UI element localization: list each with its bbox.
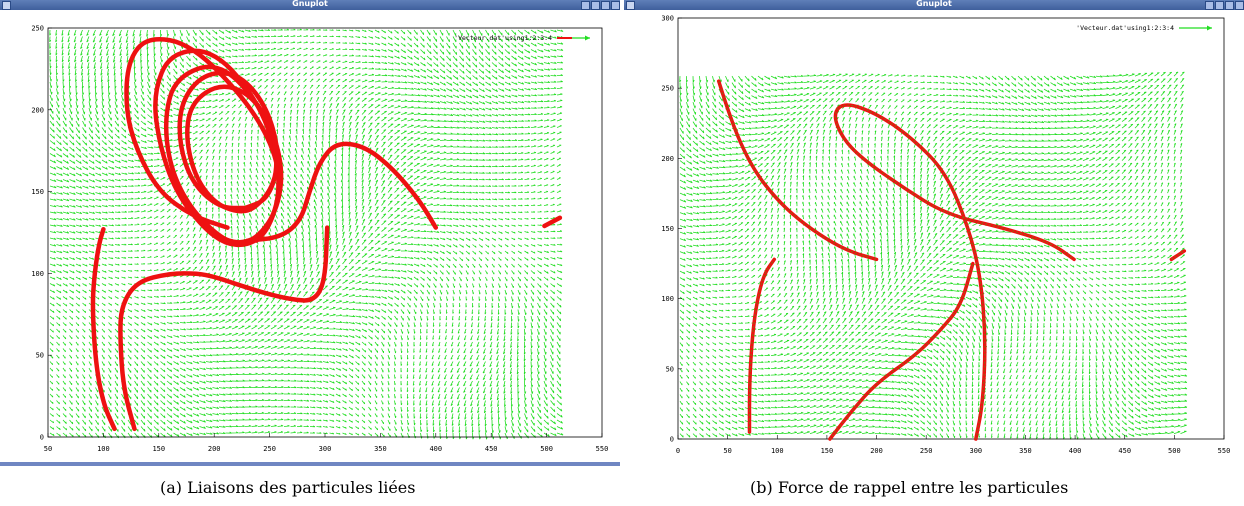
y-tick-label: 100 <box>661 295 674 303</box>
y-tick-label: 0 <box>670 436 674 444</box>
x-tick-label: 200 <box>870 447 883 455</box>
trajectory-core <box>718 80 877 260</box>
trajectory-curve <box>747 257 777 434</box>
shade-icon[interactable] <box>601 1 610 10</box>
gnuplot-window-b: Gnuplot 0 50 100 150 200 250 300 350 400 450 500 55… <box>624 0 1244 466</box>
trajectory-curve <box>542 215 563 229</box>
x-tick-label: 450 <box>485 445 498 453</box>
y-tick-label: 0 <box>40 434 44 442</box>
caption-a: (a) Liaisons des particules liées <box>160 478 416 497</box>
x-tick-label: 100 <box>771 447 784 455</box>
caption-b: (b) Force de rappel entre les particules <box>750 478 1069 497</box>
plot-a: 50 100 150 200 250 300 350 400 450 500 55005010015… <box>31 25 609 454</box>
x-tick-label: 400 <box>429 445 442 453</box>
y-tick-label: 250 <box>661 85 674 93</box>
legend-label: 'Vecteur.dat'using1:2:3:4 <box>454 34 552 42</box>
y-tick-label: 50 <box>36 352 44 360</box>
maximize-icon[interactable] <box>1215 1 1224 10</box>
y-tick-label: 100 <box>31 270 44 278</box>
y-tick-label: 200 <box>31 106 44 114</box>
trajectory-curve <box>90 226 117 432</box>
gnuplot-window-a: Gnuplot 50 100 150 200 250 300 350 400 450 500 550… <box>0 0 620 466</box>
plot-b: 0 50 100 150 200 250 300 350 400 450 500 550 0 50 100 1… <box>661 15 1231 456</box>
x-tick-label: 350 <box>374 445 387 453</box>
x-tick-label: 550 <box>596 445 609 453</box>
legend-arrowhead <box>585 35 590 41</box>
minimize-icon[interactable] <box>1205 1 1214 10</box>
x-tick-label: 50 <box>723 447 731 455</box>
x-tick-label: 350 <box>1019 447 1032 455</box>
trajectory-core <box>834 104 1075 440</box>
vector-arrows <box>679 71 1188 440</box>
x-tick-label: 450 <box>1118 447 1131 455</box>
x-tick-label: 100 <box>97 445 110 453</box>
x-tick-label: 200 <box>208 445 221 453</box>
window-bottom-border <box>0 462 620 466</box>
x-tick-label: 500 <box>1168 447 1181 455</box>
x-tick-label: 550 <box>1218 447 1231 455</box>
window-titlebar: Gnuplot <box>624 0 1244 10</box>
y-tick-label: 300 <box>661 15 674 23</box>
x-tick-label: 400 <box>1069 447 1082 455</box>
y-tick-label: 200 <box>661 155 674 163</box>
x-tick-label: 150 <box>821 447 834 455</box>
y-tick-label: 250 <box>31 25 44 33</box>
trajectory-curve <box>177 70 280 214</box>
shade-icon[interactable] <box>1225 1 1234 10</box>
legend: 'Vecteur.dat'using1:2:3:4 <box>1076 24 1212 32</box>
minimize-icon[interactable] <box>581 1 590 10</box>
legend-arrowhead <box>1207 25 1212 31</box>
trajectory-curve <box>245 141 439 243</box>
x-tick-label: 50 <box>44 445 52 453</box>
x-tick-label: 150 <box>152 445 165 453</box>
x-tick-label: 250 <box>263 445 276 453</box>
legend: 'Vecteur.dat'using1:2:3:4 <box>454 34 590 42</box>
trajectory-curve <box>118 225 330 432</box>
maximize-icon[interactable] <box>591 1 600 10</box>
y-tick-label: 150 <box>661 225 674 233</box>
legend-label: 'Vecteur.dat'using1:2:3:4 <box>1076 24 1174 32</box>
x-tick-label: 250 <box>920 447 933 455</box>
window-menu-icon[interactable] <box>626 1 635 10</box>
window-title: Gnuplot <box>292 0 328 8</box>
trajectory-core <box>1171 250 1185 260</box>
close-icon[interactable] <box>611 1 620 10</box>
window-menu-icon[interactable] <box>2 1 11 10</box>
vector-field <box>49 28 564 440</box>
vector-arrows <box>49 28 564 440</box>
trajectory-core <box>748 259 775 432</box>
window-title: Gnuplot <box>916 0 952 8</box>
y-tick-label: 150 <box>31 188 44 196</box>
vector-field <box>679 71 1188 440</box>
x-tick-label: 500 <box>540 445 553 453</box>
close-icon[interactable] <box>1235 1 1244 10</box>
y-tick-label: 50 <box>666 365 674 373</box>
x-tick-label: 300 <box>319 445 332 453</box>
x-tick-label: 0 <box>676 447 680 455</box>
window-titlebar: Gnuplot <box>0 0 620 10</box>
trajectory-curve <box>124 37 284 248</box>
x-tick-label: 300 <box>969 447 982 455</box>
trajectory-core <box>829 263 974 440</box>
